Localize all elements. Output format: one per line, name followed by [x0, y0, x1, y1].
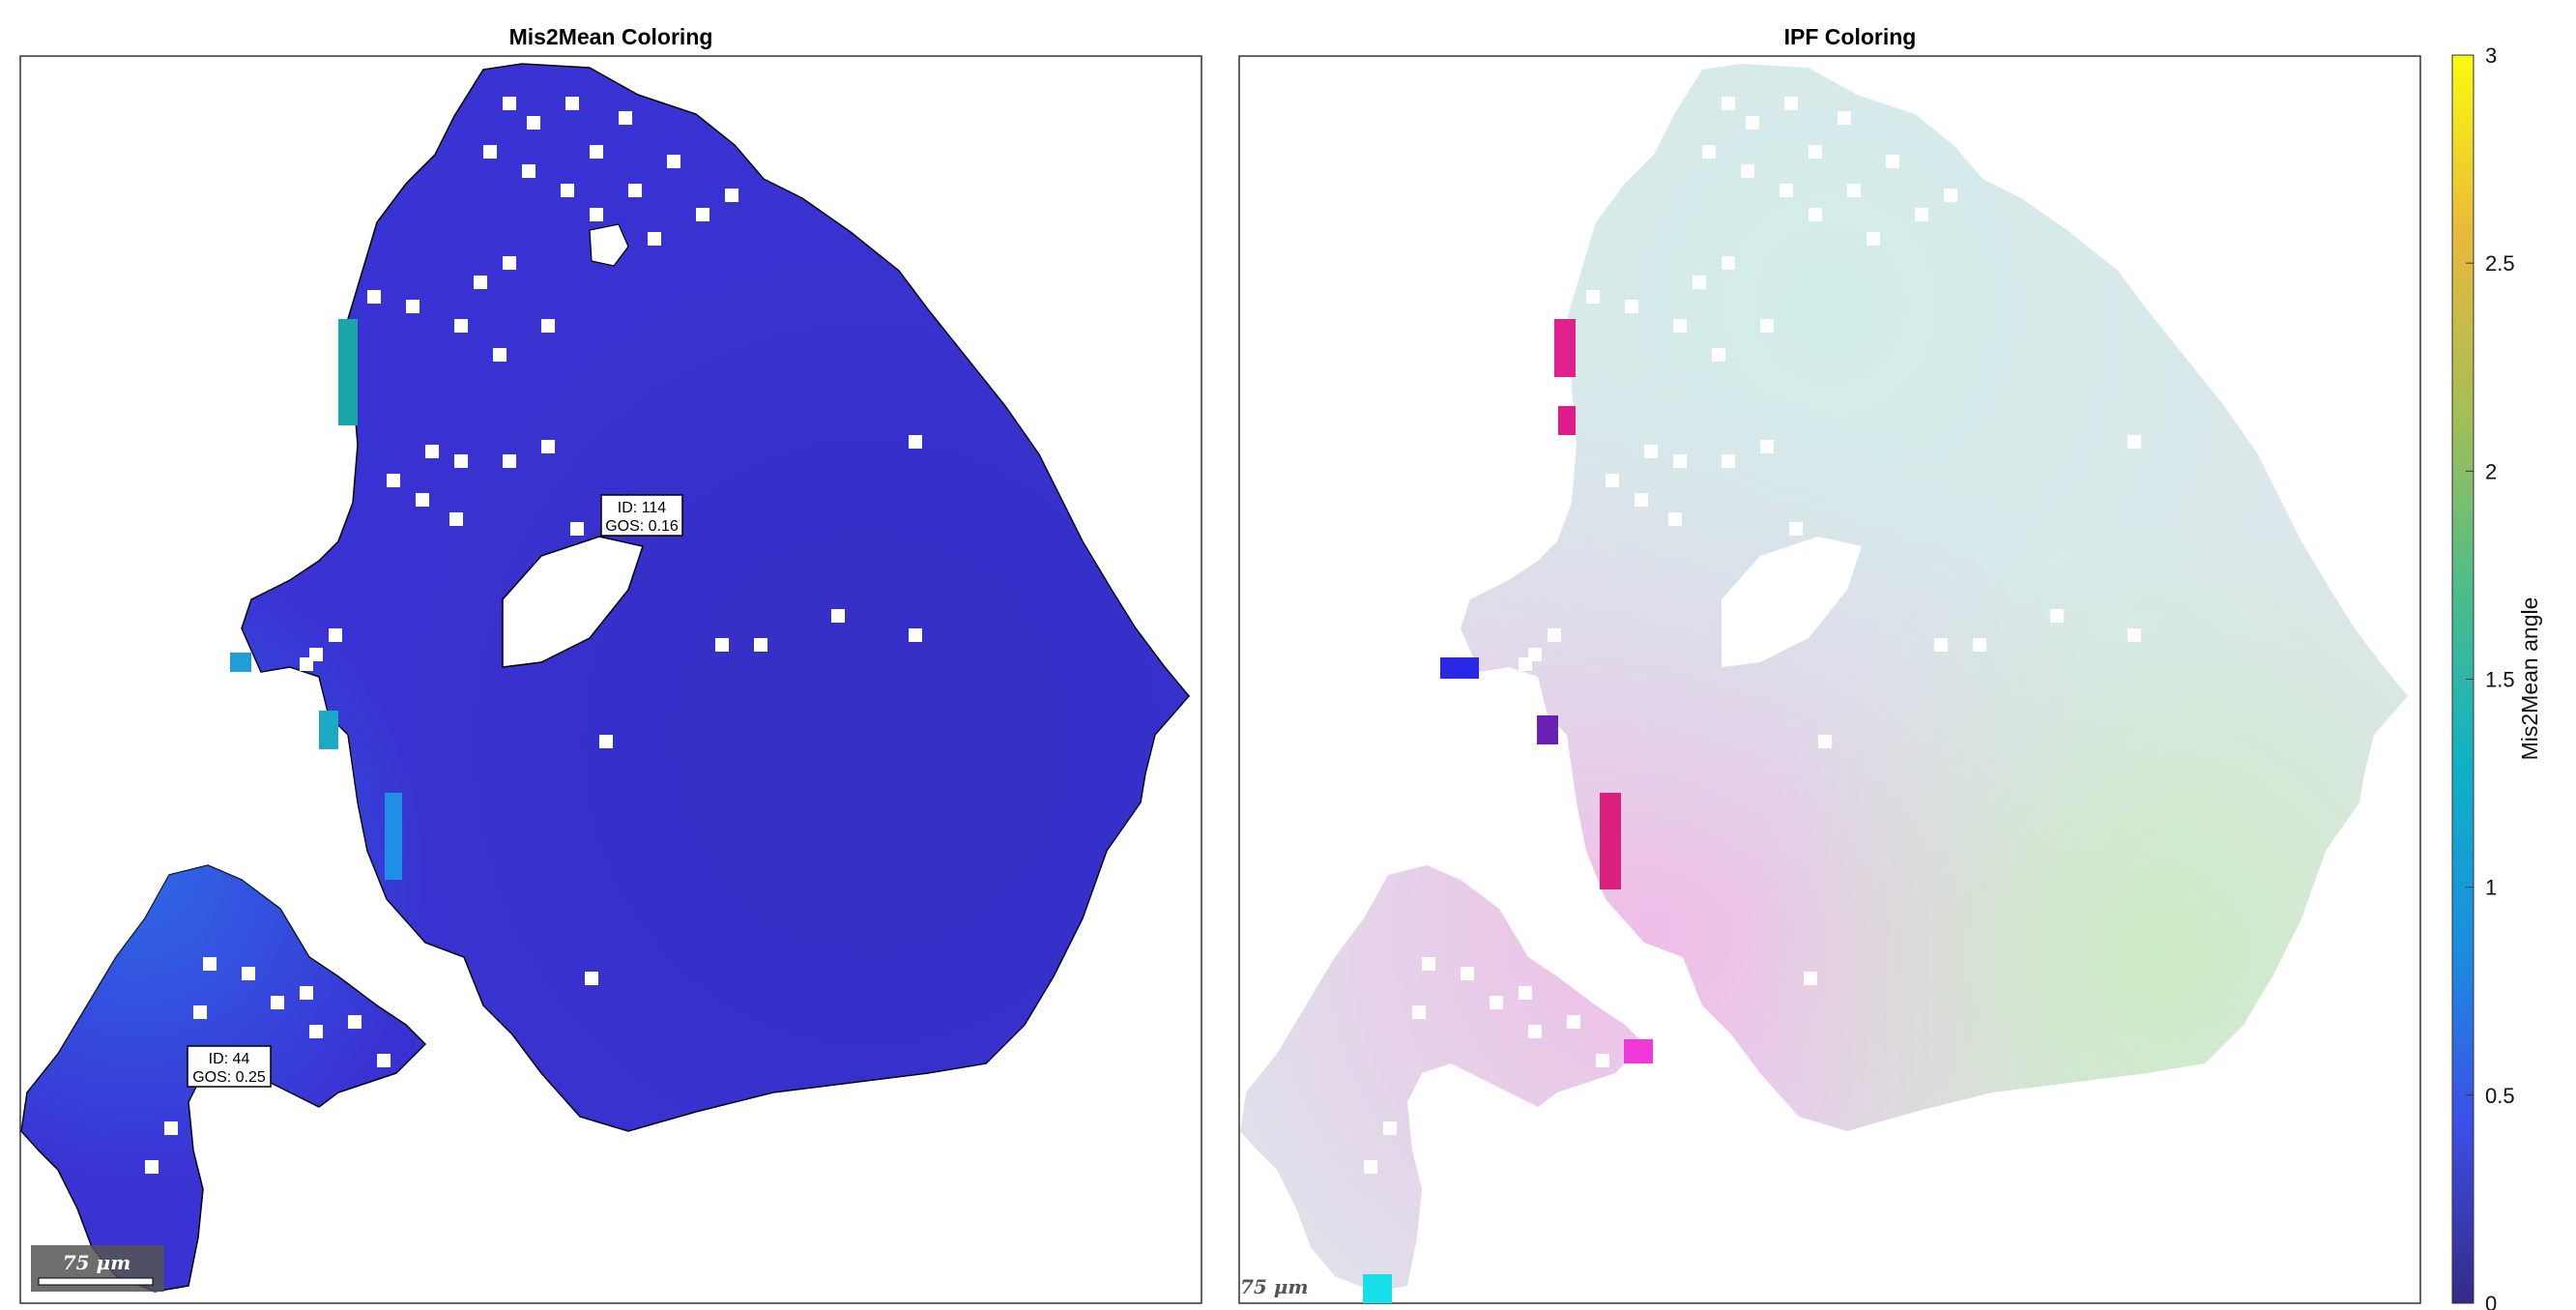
grain-44-label: ID: 44 GOS: 0.25 — [187, 1045, 272, 1088]
ipf-accent — [1537, 715, 1558, 744]
grain-114-id: ID: 114 — [618, 500, 667, 516]
ipf-title: IPF Coloring — [1784, 24, 1917, 49]
colorbar-label: Mis2Mean angle — [2517, 597, 2542, 761]
ipf-accent — [1558, 406, 1576, 435]
colorbar-tick-label: 2.5 — [2485, 251, 2515, 276]
ipf-accent — [1440, 657, 1479, 679]
colorbar-tick-label: 3 — [2485, 44, 2497, 68]
mis2mean-title: Mis2Mean Coloring — [509, 24, 713, 49]
grain-114-gos: GOS: 0.16 — [605, 518, 679, 535]
mis2mean-edge-highlight — [319, 711, 338, 749]
colorbar-tick-label: 1.5 — [2485, 668, 2515, 692]
colorbar-tick-label: 0 — [2485, 1292, 2497, 1310]
mis2mean-edge-highlight — [385, 793, 402, 880]
colorbar-tick-label: 0.5 — [2485, 1084, 2515, 1108]
grain-hole — [502, 536, 644, 668]
grain-114-label: ID: 114 GOS: 0.16 — [600, 494, 683, 537]
ipf-accent — [1624, 1039, 1653, 1063]
ipf-accent — [1600, 793, 1621, 889]
grain-44-id: ID: 44 — [209, 1051, 250, 1067]
mis2mean-scalebar: 75 μm — [31, 1245, 164, 1292]
colorbar-tick-label: 1 — [2485, 876, 2497, 900]
ipf-scalebar: 75 μm — [1240, 1275, 1309, 1298]
ipf-accent — [1363, 1274, 1392, 1303]
mis2mean-panel: Mis2Mean Coloring ID: 114 GOS: — [19, 24, 1202, 1304]
colorbar: 0 0.5 1 1.5 2 2.5 3 Mis2Mean angle — [2451, 44, 2542, 1310]
colorbar-tick-label: 2 — [2485, 459, 2497, 483]
mis2mean-scalebar-label: 75 μm — [63, 1251, 131, 1274]
ipf-grain-hole — [1722, 537, 1862, 667]
ipf-panel: IPF Coloring 75 μm — [1238, 24, 2421, 1304]
grain-44-gos: GOS: 0.25 — [192, 1069, 266, 1086]
colorbar-ticks: 0 0.5 1 1.5 2 2.5 3 — [2466, 44, 2515, 1310]
ipf-accent — [1554, 319, 1576, 377]
ipf-scalebar-label: 75 μm — [1240, 1275, 1309, 1298]
mis2mean-edge-highlight — [338, 319, 358, 425]
grain-hole — [589, 223, 629, 267]
mis2mean-edge-highlight — [230, 653, 251, 672]
